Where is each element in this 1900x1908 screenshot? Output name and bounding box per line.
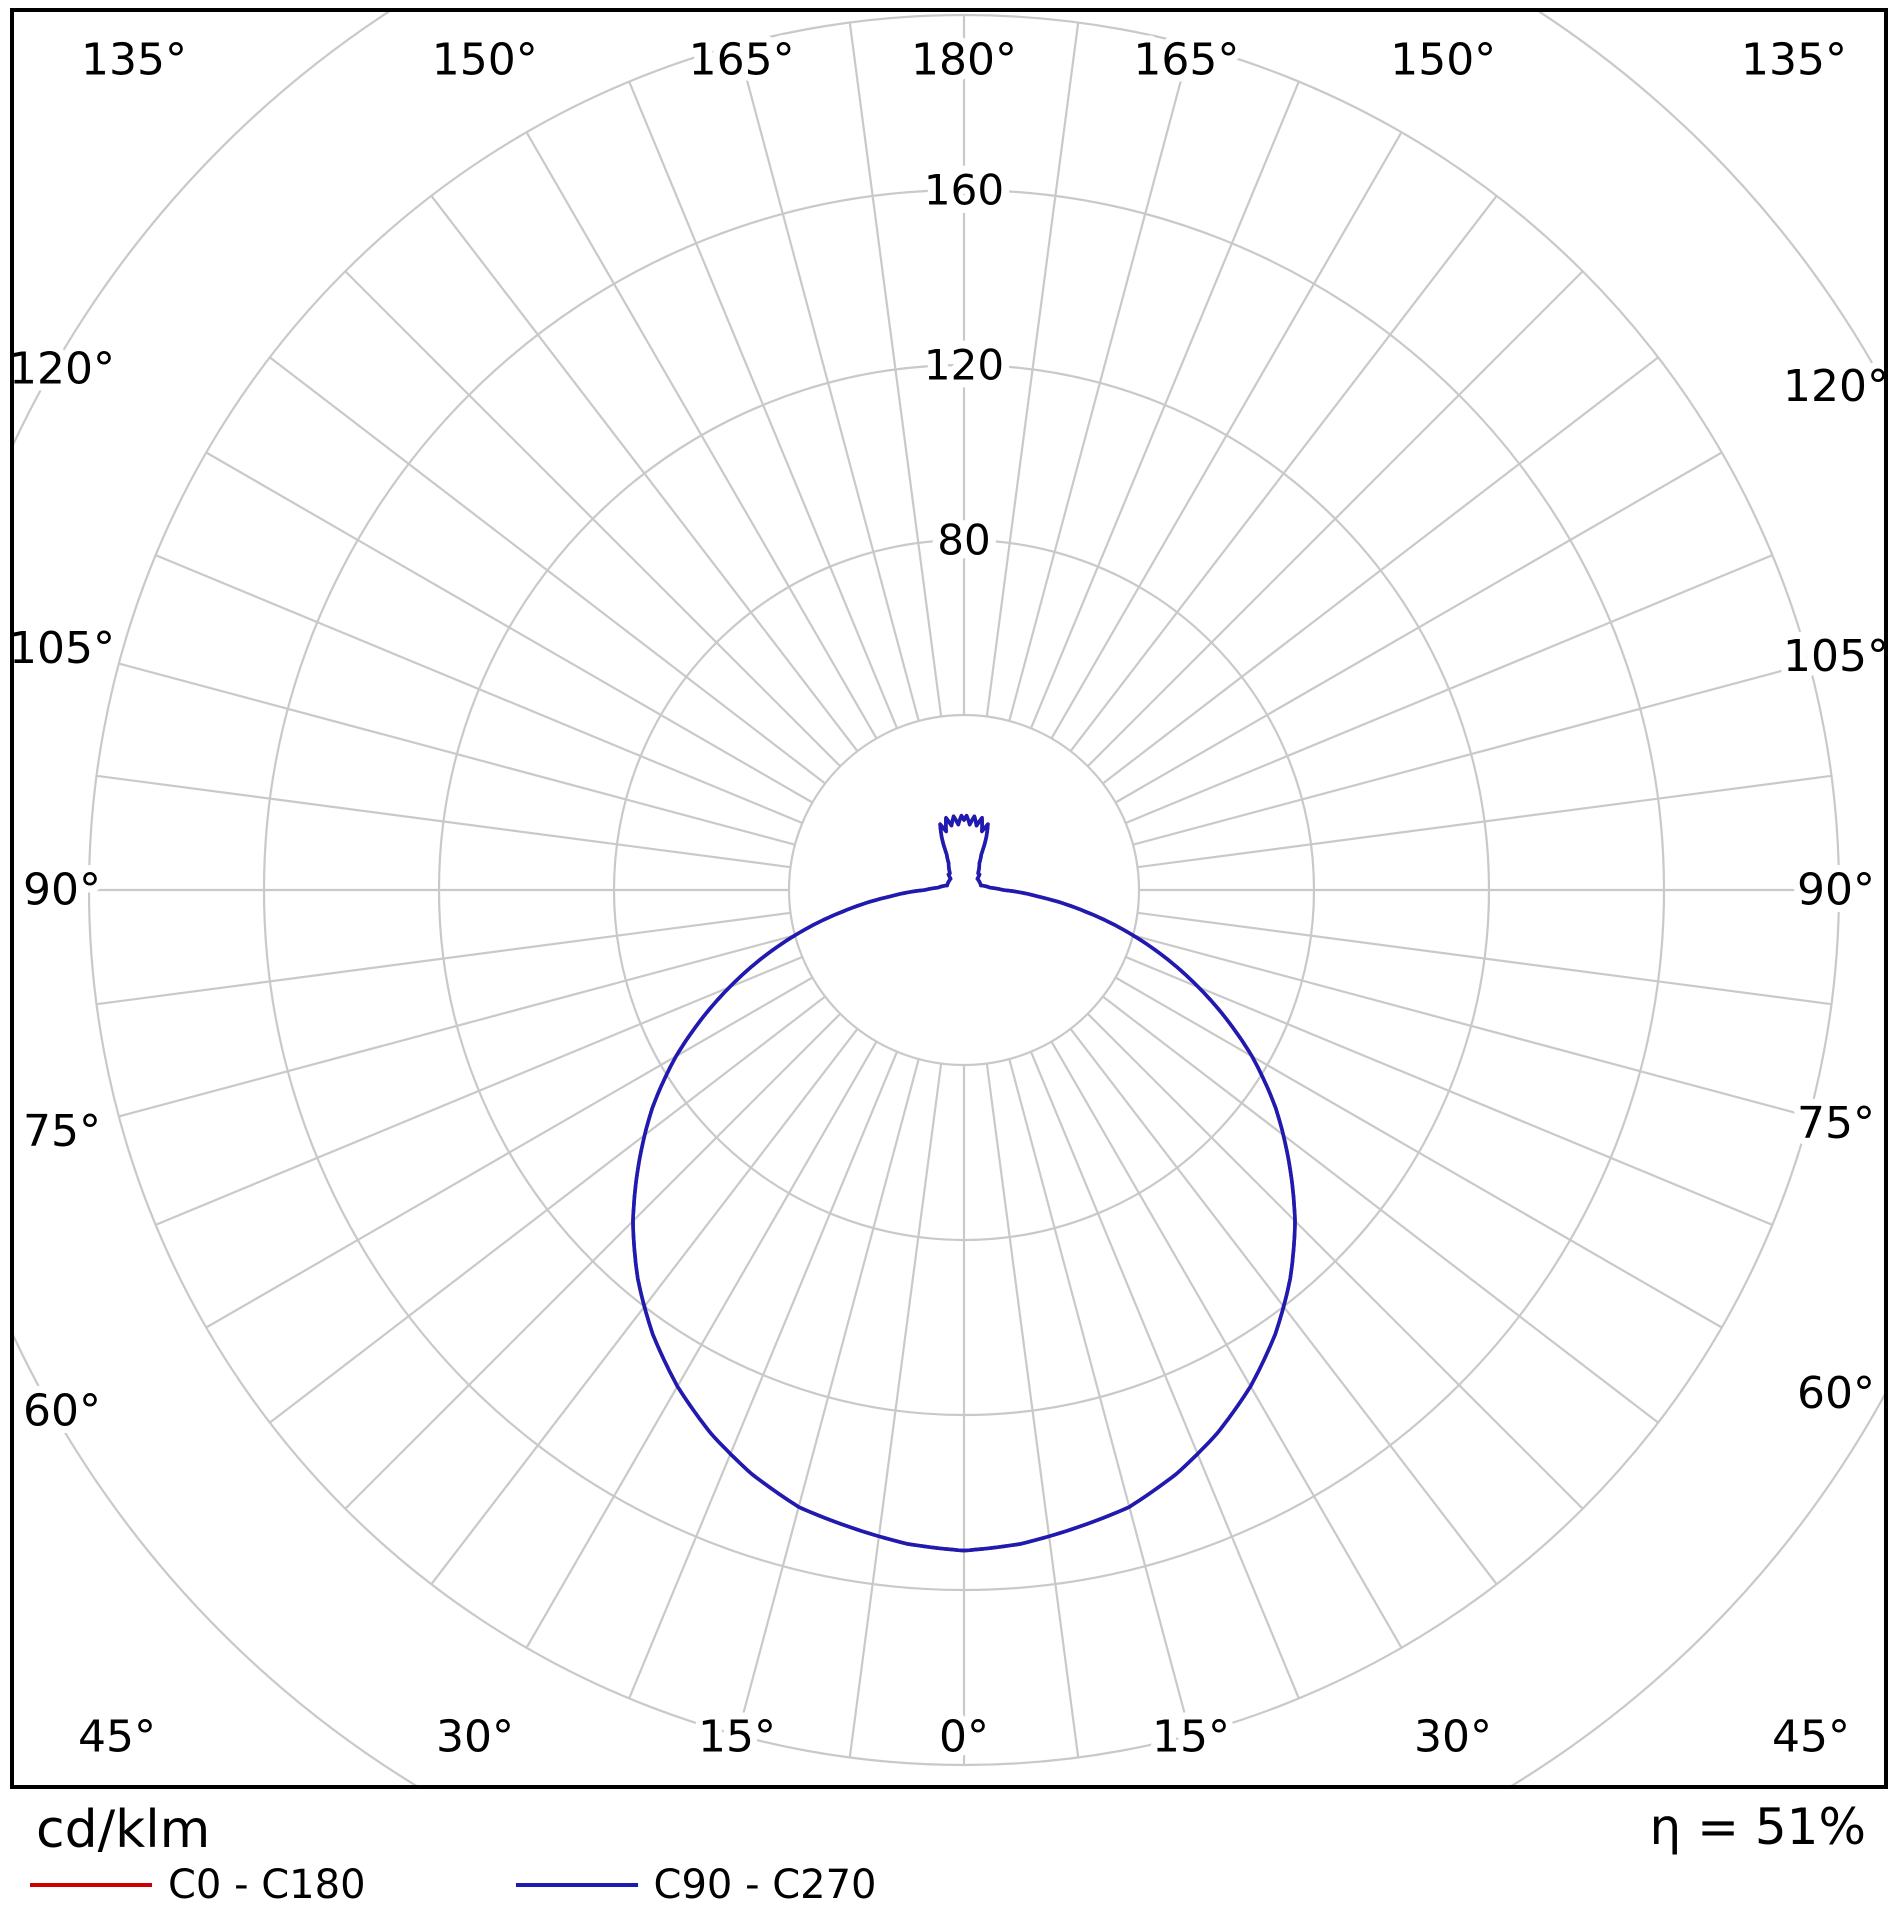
angle-tick-label: 90° <box>23 865 101 916</box>
grid-spoke <box>155 554 803 825</box>
grid-spoke <box>1115 451 1723 804</box>
grid-spoke <box>628 1051 899 1699</box>
grid-spoke <box>269 356 826 785</box>
ring-tick-label: 80 <box>937 516 990 565</box>
angle-tick-label: 45° <box>78 1712 156 1763</box>
angle-tick-label: 0° <box>939 1712 989 1763</box>
grid-spoke <box>1029 81 1300 729</box>
grid-spoke <box>118 662 796 846</box>
grid-spoke <box>1132 934 1810 1118</box>
grid-spoke <box>269 995 826 1424</box>
grid-spoke <box>1008 44 1192 722</box>
angle-tick-label: 15° <box>698 1712 776 1763</box>
angle-tick-label: 135° <box>1741 35 1847 86</box>
grid-spoke <box>1069 195 1498 752</box>
angle-tick-label: 135° <box>81 35 187 86</box>
angle-tick-label: 30° <box>436 1712 514 1763</box>
grid-spoke <box>525 1041 878 1649</box>
grid-spoke <box>736 44 920 722</box>
grid-spoke <box>96 911 791 1006</box>
grid-spoke <box>848 1063 943 1758</box>
ring-tick-label: 120 <box>924 341 1004 390</box>
angle-tick-label: 60° <box>1797 1368 1875 1419</box>
grid-spoke <box>118 934 796 1118</box>
grid-spoke <box>1029 1051 1300 1699</box>
angle-tick-label: 150° <box>1390 35 1496 86</box>
grid-spoke <box>985 1063 1080 1758</box>
angle-tick-label: 165° <box>1133 35 1239 86</box>
angle-tick-label: 90° <box>1797 865 1875 916</box>
angle-tick-label: 75° <box>1797 1098 1875 1149</box>
angle-tick-label: 105° <box>14 623 115 674</box>
angle-tick-label: 60° <box>23 1385 101 1436</box>
legend-line-c0-c180 <box>30 1883 152 1887</box>
grid-spoke <box>1132 662 1810 846</box>
grid-spoke <box>1102 995 1659 1424</box>
grid-spoke <box>985 22 1080 717</box>
grid-spoke <box>1125 955 1773 1226</box>
angle-tick-label: 180° <box>911 35 1017 86</box>
angle-tick-label: 75° <box>23 1106 101 1157</box>
grid-spoke <box>1125 554 1773 825</box>
grid-spoke <box>736 1058 920 1736</box>
angle-tick-label: 30° <box>1414 1712 1492 1763</box>
grid-ring <box>14 12 1884 1785</box>
legend-line-c90-c270 <box>515 1883 638 1887</box>
grid-spoke <box>1050 131 1403 739</box>
series-curve-1 <box>631 813 1297 1553</box>
grid-spoke <box>1050 1041 1403 1649</box>
polar-chart: 0° 15° 15° 30° 30° 45° 45° 60° 60° 75° 75° 90° 90° 10… <box>14 12 1884 1785</box>
grid-spoke <box>155 955 803 1226</box>
grid-spoke <box>628 81 899 729</box>
legend-item-c0-c180: C0 - C180 <box>30 1862 366 1908</box>
angle-tick-label: 150° <box>432 35 538 86</box>
legend-label-c0-c180: C0 - C180 <box>168 1862 366 1908</box>
grid-spoke <box>1102 356 1659 785</box>
grid-spoke <box>525 131 878 739</box>
grid-spoke <box>1008 1058 1192 1736</box>
legend-label-c90-c270: C90 - C270 <box>653 1862 877 1908</box>
grid-spoke <box>344 1012 842 1510</box>
efficiency-label: η = 51% <box>1649 1798 1866 1856</box>
legend: C0 - C180 C90 - C270 <box>30 1862 877 1908</box>
legend-item-c90-c270: C90 - C270 <box>515 1862 877 1908</box>
grid-spoke <box>1137 911 1832 1006</box>
grid-spoke <box>1086 1012 1584 1510</box>
angle-tick-label: 120° <box>14 344 115 395</box>
grid-spoke <box>848 22 943 717</box>
grid-spoke <box>1137 774 1832 869</box>
grid-spoke <box>344 270 842 768</box>
grid-spoke <box>430 195 859 752</box>
angle-tick-label: 45° <box>1772 1712 1850 1763</box>
angle-tick-label: 105° <box>1783 631 1884 682</box>
units-label: cd/klm <box>36 1800 211 1860</box>
angle-tick-label: 165° <box>689 35 795 86</box>
ring-tick-label: 160 <box>924 166 1004 215</box>
grid-spoke <box>1086 270 1584 768</box>
grid-spoke <box>205 976 813 1329</box>
grid-spoke <box>1115 976 1723 1329</box>
grid-spoke <box>96 774 791 869</box>
grid-spoke <box>205 451 813 804</box>
angle-tick-label: 120° <box>1783 361 1884 412</box>
angle-tick-label: 15° <box>1152 1712 1230 1763</box>
grid-ring <box>787 713 1141 1067</box>
polar-plot-frame: 0° 15° 15° 30° 30° 45° 45° 60° 60° 75° 75° 90° 90° 10… <box>10 8 1888 1789</box>
